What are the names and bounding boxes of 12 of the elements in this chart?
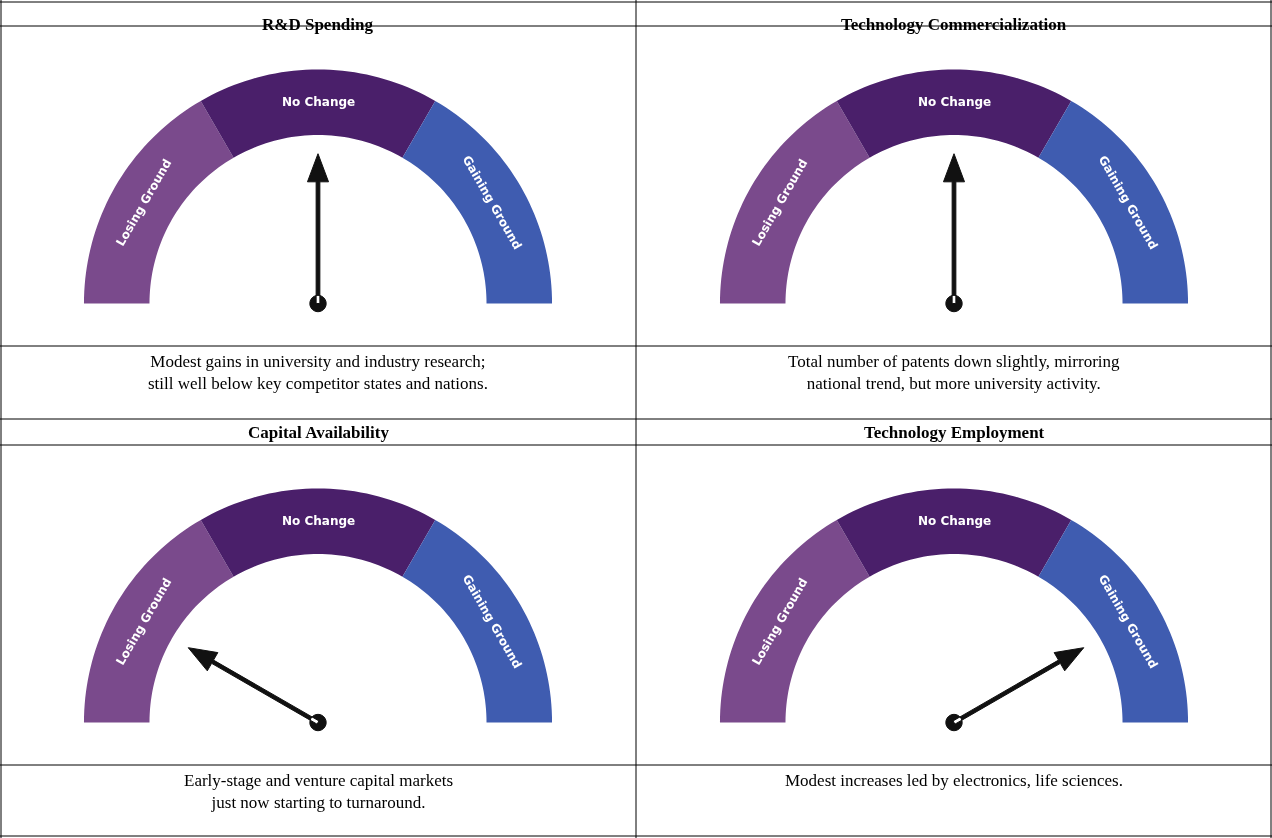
chart-title: Capital Availability: [248, 423, 390, 442]
chart-title: Technology Employment: [864, 423, 1045, 442]
text: Early-stage and venture capital markets just now starting to turnaround.: [184, 771, 454, 813]
text: Modest increases led by electronics, life sciences.: [785, 771, 1123, 790]
slice-label: No Change: [282, 95, 356, 109]
text: Total number of patents down slightly, mirroring national trend, but more university activity.: [788, 352, 1121, 394]
text: Modest gains in university and industry research; still well below key competitor states and nations.: [148, 352, 488, 394]
slice-label: No Change: [282, 514, 356, 528]
chart-title: R&D Spending: [262, 15, 374, 34]
slice-label: No Change: [918, 95, 992, 109]
slice-label: No Change: [918, 514, 992, 528]
chart-title: Technology Commercialization: [841, 15, 1067, 34]
